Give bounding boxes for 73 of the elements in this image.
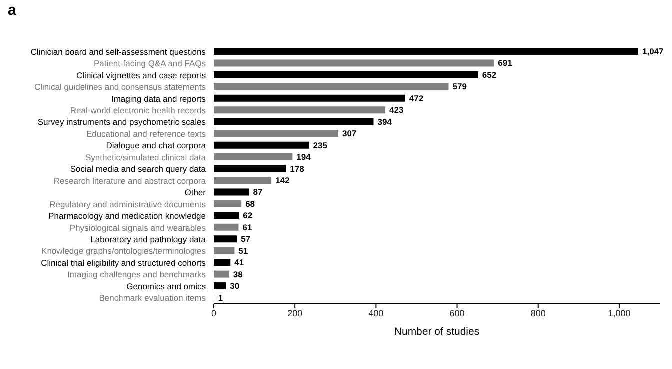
data-label: 472 xyxy=(409,93,424,104)
data-label: 142 xyxy=(276,176,290,186)
data-label: 178 xyxy=(290,164,305,174)
y-tick-label: Clinical guidelines and consensus statements xyxy=(34,82,206,92)
y-tick-label: Other xyxy=(184,188,206,198)
data-label: 62 xyxy=(243,210,253,221)
bar xyxy=(214,247,235,254)
y-tick-label: Clinical trial eligibility and structured cohorts xyxy=(41,258,206,268)
bar xyxy=(214,259,231,266)
bar xyxy=(214,282,226,290)
bar xyxy=(214,60,494,67)
bar xyxy=(214,118,374,126)
x-tick-label: 600 xyxy=(450,308,465,318)
x-tick-label: 800 xyxy=(530,308,546,318)
data-label: 194 xyxy=(296,152,312,162)
x-tick-label: 1,000 xyxy=(608,308,631,318)
data-label: 691 xyxy=(498,58,513,68)
y-tick-label: Clinical vignettes and case reports xyxy=(76,70,206,80)
data-label: 61 xyxy=(242,222,252,232)
y-tick-label: Social media and search query data xyxy=(70,164,206,174)
text: a xyxy=(8,2,16,19)
data-label: 57 xyxy=(241,234,251,244)
data-label: 38 xyxy=(233,269,244,280)
y-tick-label: Laboratory and pathology data xyxy=(90,234,206,244)
bar xyxy=(214,83,449,90)
bar xyxy=(214,236,238,243)
x-axis-title: Number of studies xyxy=(393,326,481,338)
y-tick-label: Real-world electronic health records xyxy=(70,106,206,116)
bar xyxy=(214,71,478,78)
data-label: 68 xyxy=(246,198,256,209)
x-tick-label: 200 xyxy=(288,308,303,318)
bar xyxy=(214,188,250,196)
y-tick-label: Clinician board and self-assessment questions xyxy=(30,46,206,57)
data-label: 235 xyxy=(313,140,328,150)
y-tick-label: Physiological signals and wearables xyxy=(70,222,206,233)
y-tick-label: Patient-facing Q&A and FAQs xyxy=(94,58,206,69)
data-label: 1 xyxy=(218,292,224,303)
data-label: 579 xyxy=(452,82,468,92)
data-label: 1,047 xyxy=(642,46,664,56)
data-label: 87 xyxy=(253,187,263,198)
data-label: 51 xyxy=(238,246,248,256)
x-tick-label: 0 xyxy=(211,308,217,318)
bar xyxy=(214,48,639,55)
bar xyxy=(214,177,272,184)
bar xyxy=(214,165,286,172)
bar xyxy=(214,94,406,102)
y-tick-label: Imaging data and reports xyxy=(111,94,206,104)
data-label: 652 xyxy=(482,70,497,80)
y-tick-label: Synthetic/simulated clinical data xyxy=(86,152,206,162)
y-tick-label: Imaging challenges and benchmarks xyxy=(68,270,206,280)
data-label: 41 xyxy=(234,258,244,268)
y-tick-label: Survey instruments and psychometric scales xyxy=(38,117,206,128)
data-label: 30 xyxy=(230,281,240,292)
bar xyxy=(214,212,240,220)
bar xyxy=(214,200,242,208)
y-tick-label: Benchmark evaluation items xyxy=(99,293,206,304)
data-label: 423 xyxy=(390,105,404,116)
y-tick-label: Regulatory and administrative documents xyxy=(50,199,206,210)
bar xyxy=(214,224,239,231)
data-label: 307 xyxy=(342,128,357,139)
y-tick-label: Genomics and omics xyxy=(126,281,206,292)
y-tick-label: Educational and reference texts xyxy=(86,128,206,139)
bar xyxy=(214,130,338,138)
data-label: 394 xyxy=(378,116,392,127)
bar xyxy=(214,270,230,278)
bar xyxy=(214,154,293,161)
y-tick-label: Dialogue and chat corpora xyxy=(106,140,206,151)
y-tick-label: Knowledge graphs/ontologies/terminologies xyxy=(42,246,206,256)
bar xyxy=(214,142,310,149)
y-tick-label: Pharmacology and medication knowledge xyxy=(48,211,206,222)
y-tick-label: Research literature and abstract corpora xyxy=(54,176,206,186)
bar xyxy=(214,106,386,114)
x-tick-label: 400 xyxy=(368,308,384,318)
